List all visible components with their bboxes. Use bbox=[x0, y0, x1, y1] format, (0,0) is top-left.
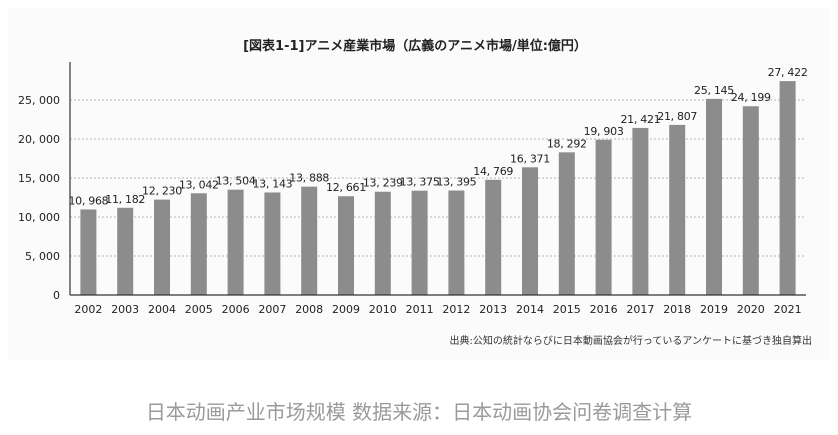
bar-2012 bbox=[448, 190, 465, 295]
x-tick-label: 2009 bbox=[332, 303, 360, 316]
y-tick-label: 10, 000 bbox=[18, 211, 60, 224]
bar-2009 bbox=[338, 196, 354, 295]
data-label: 24, 199 bbox=[731, 91, 771, 104]
bar-2007 bbox=[264, 192, 281, 295]
x-tick-label: 2014 bbox=[516, 303, 544, 316]
x-tick-label: 2015 bbox=[553, 303, 581, 316]
x-tick-label: 2007 bbox=[258, 303, 286, 316]
data-label: 13, 239 bbox=[363, 177, 403, 190]
bar-2015 bbox=[558, 152, 575, 295]
bar-2014 bbox=[522, 167, 538, 295]
data-label: 13, 143 bbox=[252, 177, 292, 190]
data-label: 18, 292 bbox=[547, 137, 587, 150]
data-label: 13, 504 bbox=[216, 175, 256, 188]
bar-2019 bbox=[706, 98, 722, 295]
bar-2003 bbox=[117, 207, 134, 295]
x-tick-label: 2017 bbox=[626, 303, 654, 316]
data-label: 13, 042 bbox=[179, 178, 219, 191]
x-tick-label: 2011 bbox=[406, 303, 434, 316]
bar-2008 bbox=[301, 186, 318, 295]
data-label: 11, 182 bbox=[105, 193, 145, 206]
data-label: 14, 769 bbox=[473, 165, 513, 178]
data-label: 21, 421 bbox=[620, 113, 660, 126]
chart-title: [図表1-1]アニメ産業市場（広義のアニメ市場/単位:億円） bbox=[243, 38, 587, 54]
x-tick-label: 2013 bbox=[479, 303, 507, 316]
x-tick-label: 2018 bbox=[663, 303, 691, 316]
bar-2016 bbox=[595, 139, 612, 295]
x-tick-label: 2005 bbox=[185, 303, 213, 316]
y-tick-label: 15, 000 bbox=[18, 172, 60, 185]
source-note: 出典:公知の統計ならびに日本動画協会が行っているアンケートに基づき独自算出 bbox=[450, 334, 812, 347]
bar-2005 bbox=[190, 193, 207, 295]
bar-2018 bbox=[669, 124, 686, 296]
y-tick-label: 25, 000 bbox=[18, 94, 60, 107]
bar-2021 bbox=[779, 81, 796, 295]
x-tick-label: 2004 bbox=[148, 303, 176, 316]
data-label: 13, 395 bbox=[436, 176, 476, 189]
x-tick-label: 2006 bbox=[222, 303, 250, 316]
data-label: 27, 422 bbox=[768, 66, 808, 79]
data-label: 12, 230 bbox=[142, 185, 182, 198]
x-tick-label: 2021 bbox=[774, 303, 802, 316]
data-label: 16, 371 bbox=[510, 152, 550, 165]
x-tick-label: 2012 bbox=[442, 303, 470, 316]
x-tick-label: 2016 bbox=[590, 303, 618, 316]
data-label: 10, 968 bbox=[68, 194, 108, 207]
bar-2002 bbox=[80, 209, 97, 295]
data-label: 13, 375 bbox=[400, 176, 440, 189]
x-tick-label: 2003 bbox=[111, 303, 139, 316]
data-label: 19, 903 bbox=[584, 125, 624, 138]
bar-2011 bbox=[411, 190, 428, 295]
bar-2004 bbox=[154, 199, 170, 295]
x-tick-label: 2010 bbox=[369, 303, 397, 316]
x-tick-label: 2002 bbox=[74, 303, 102, 316]
x-tick-label: 2019 bbox=[700, 303, 728, 316]
data-label: 25, 145 bbox=[694, 84, 734, 97]
bar-chart: [図表1-1]アニメ産業市場（広義のアニメ市場/単位:億円） 10, 96811… bbox=[18, 38, 812, 347]
x-tick-label: 2020 bbox=[737, 303, 765, 316]
chart-panel bbox=[8, 8, 830, 360]
data-label: 21, 807 bbox=[657, 110, 697, 123]
y-tick-label: 0 bbox=[53, 289, 60, 302]
x-tick-label: 2008 bbox=[295, 303, 323, 316]
image-caption: 日本动画产业市场规模 数据来源：日本动画协会问卷调查计算 bbox=[145, 400, 693, 424]
bar-2020 bbox=[742, 106, 759, 295]
data-label: 12, 661 bbox=[326, 181, 366, 194]
y-tick-label: 20, 000 bbox=[18, 133, 60, 146]
data-label: 13, 888 bbox=[289, 172, 329, 185]
bar-2010 bbox=[374, 191, 391, 295]
bar-2006 bbox=[227, 189, 244, 295]
bar-2017 bbox=[632, 127, 649, 295]
y-tick-label: 5, 000 bbox=[25, 250, 60, 263]
bar-2013 bbox=[485, 179, 502, 295]
